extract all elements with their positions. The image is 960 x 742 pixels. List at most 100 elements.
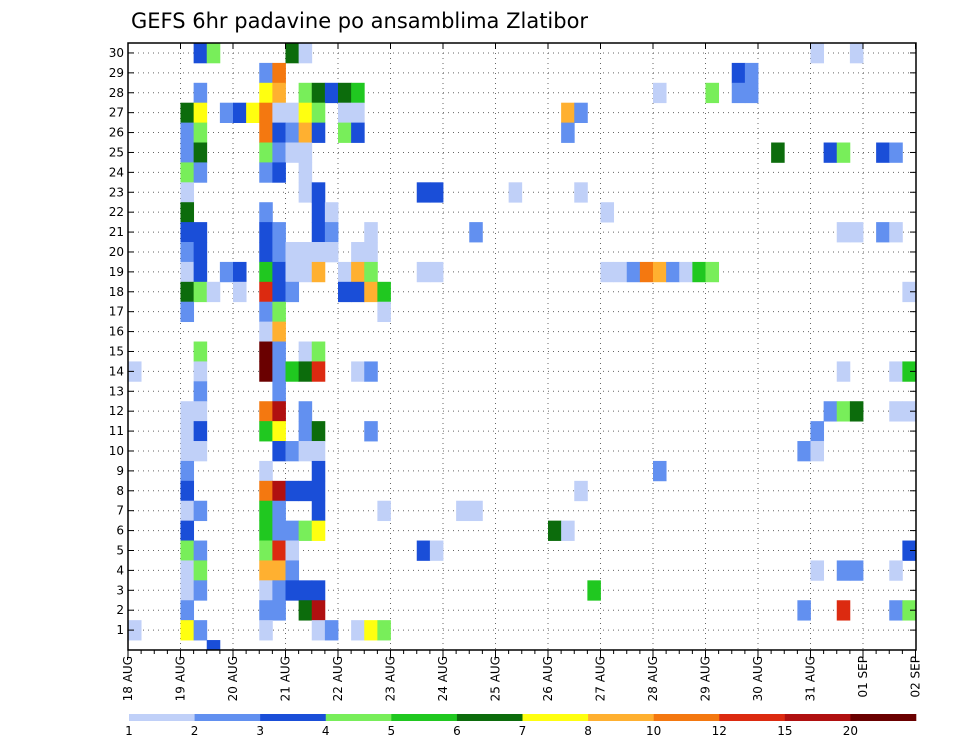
heatmap-cell [429, 182, 444, 203]
x-tick-label: 28 AUG [646, 656, 660, 701]
heatmap-cell [206, 640, 221, 651]
heatmap-cell [705, 261, 720, 283]
heatmap-cell [797, 600, 811, 621]
heatmap-cell [180, 142, 195, 163]
heatmap-cell [364, 222, 378, 243]
colorbar-label: 2 [191, 724, 199, 738]
heatmap-cell [849, 43, 864, 64]
heatmap-cell [259, 122, 273, 143]
heatmap-cell [731, 82, 746, 104]
heatmap-cell [469, 222, 483, 243]
colorbar-label: 1 [125, 724, 133, 738]
y-tick-label: 3 [116, 583, 124, 597]
heatmap-cell [298, 421, 313, 442]
heatmap-cell [298, 401, 313, 422]
heatmap-cell [193, 560, 208, 581]
x-tick-label: 20 AUG [226, 656, 240, 701]
heatmap-cell [272, 441, 286, 462]
heatmap-cell [731, 62, 746, 84]
heatmap-cell [128, 361, 142, 382]
heatmap-cell [298, 43, 313, 64]
x-tick-label: 21 AUG [279, 656, 293, 701]
x-tick-label: 25 AUG [489, 656, 503, 701]
x-tick-label: 26 AUG [541, 656, 555, 701]
heatmap-cell [849, 401, 864, 422]
heatmap-cell [298, 480, 313, 502]
y-tick-label: 2 [116, 603, 124, 617]
heatmap-cell [193, 620, 208, 641]
heatmap-cell [193, 242, 208, 263]
heatmap-cell [364, 620, 378, 641]
heatmap-cell [338, 122, 352, 143]
heatmap-cell [311, 421, 326, 442]
heatmap-cell [180, 301, 195, 323]
heatmap-cell [771, 142, 785, 163]
heatmap-cell [311, 102, 326, 123]
heatmap-cell [180, 122, 195, 143]
heatmap-cell [416, 540, 431, 561]
heatmap-cell [180, 222, 195, 243]
y-tick-label: 14 [109, 364, 124, 378]
heatmap-cell [233, 261, 247, 283]
heatmap-cell [810, 43, 825, 64]
heatmap-cell [272, 540, 286, 561]
heatmap-cell [311, 242, 326, 263]
heatmap-cell [574, 480, 588, 502]
heatmap-cell [653, 261, 667, 283]
colorbar-segment [850, 714, 917, 721]
heatmap-cell [311, 261, 326, 283]
heatmap-cell [508, 182, 523, 203]
heatmap-cell [219, 102, 234, 123]
heatmap-cell [272, 421, 286, 442]
heatmap-cell [311, 480, 326, 502]
colorbar-segment [784, 714, 851, 721]
heatmap-cell [744, 82, 759, 104]
heatmap-cell [311, 122, 326, 143]
heatmap-cell [193, 540, 208, 561]
heatmap-cell [849, 222, 864, 243]
heatmap-cell [377, 301, 391, 323]
x-tick-label: 23 AUG [384, 656, 398, 701]
x-tick-label: 29 AUG [699, 656, 713, 701]
heatmap-cell [272, 560, 286, 581]
heatmap-cell [193, 361, 208, 382]
y-tick-label: 27 [109, 106, 124, 120]
heatmap-cell [298, 102, 313, 123]
heatmap-cell [351, 122, 365, 143]
x-tick-label: 22 AUG [331, 656, 345, 701]
colorbar-label: 8 [584, 724, 592, 738]
heatmap-cell [272, 520, 286, 541]
x-tick-label: 19 AUG [174, 656, 188, 701]
heatmap-cell [889, 361, 903, 382]
heatmap-cell [272, 162, 286, 183]
chart-title: GEFS 6hr padavine po ansamblima Zlatibor [131, 9, 588, 33]
y-tick-label: 30 [109, 46, 124, 60]
heatmap-cell [180, 540, 195, 561]
heatmap-cell [836, 560, 851, 581]
heatmap-cell [836, 600, 851, 621]
x-tick-label: 31 AUG [804, 656, 818, 701]
heatmap-cell [889, 222, 903, 243]
y-tick-label: 21 [109, 225, 124, 239]
heatmap-cell [259, 261, 273, 283]
heatmap-cell [810, 560, 825, 581]
heatmap-cell [311, 500, 326, 522]
heatmap-cell [285, 142, 300, 163]
heatmap-cell [193, 122, 208, 143]
heatmap-cell [351, 102, 365, 123]
heatmap-cell [180, 500, 195, 522]
heatmap-cell [377, 500, 391, 522]
y-tick-label: 11 [109, 424, 124, 438]
y-tick-label: 25 [109, 145, 124, 159]
grid-lines [128, 43, 916, 650]
heatmap-cell [298, 82, 313, 104]
heatmap-cell [876, 222, 890, 243]
y-tick-label: 6 [116, 524, 124, 538]
heatmap-cell [193, 102, 208, 123]
heatmap-cell [259, 162, 273, 183]
heatmap-cell [259, 341, 273, 362]
heatmap-cell [180, 460, 195, 482]
heatmap-cell [193, 43, 208, 64]
heatmap-cell [298, 361, 313, 382]
